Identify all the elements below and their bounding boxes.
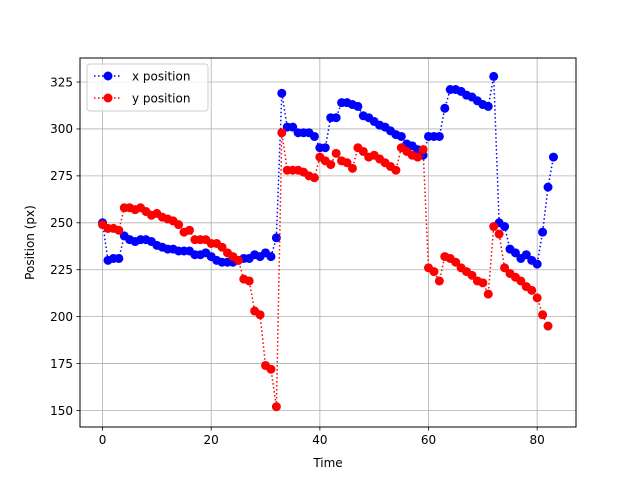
data-point-y-position [478,278,488,288]
data-point-y-position [434,276,444,286]
legend-label-x-position: x position [132,70,190,84]
data-point-x-position [277,88,287,98]
data-point-x-position [483,101,493,111]
data-point-x-position [521,250,531,260]
data-point-x-position [288,122,298,132]
data-point-y-position [309,173,319,183]
y-tick-label: 225 [50,263,73,277]
data-point-x-position [489,71,499,81]
data-point-y-position [527,285,537,295]
data-point-x-position [548,152,558,162]
y-tick-label: 250 [50,216,73,230]
data-point-y-position [483,289,493,299]
x-tick-label: 40 [312,433,327,447]
data-point-x-position [271,233,281,243]
data-point-y-position [418,145,428,155]
x-axis-label: Time [312,456,342,470]
data-point-y-position [326,160,336,170]
plot-frame [79,57,577,428]
x-tick-label: 80 [530,433,545,447]
y-tick-label: 200 [50,310,73,324]
data-point-y-position [494,229,504,239]
data-point-y-position [543,321,553,331]
data-point-y-position [489,222,499,232]
data-point-y-position [413,152,423,162]
y-tick-label: 275 [50,169,73,183]
data-point-y-position [516,276,526,286]
x-tick-label: 0 [99,433,107,447]
data-point-x-position [510,248,520,258]
data-point-x-position [440,103,450,113]
data-point-y-position [451,257,461,267]
data-point-x-position [396,131,406,141]
legend-box [86,63,209,112]
data-point-y-position [266,364,276,374]
y-tick-label: 150 [50,404,73,418]
data-point-y-position [358,146,368,156]
data-point-x-position [320,143,330,153]
x-tick-label: 60 [421,433,436,447]
data-point-y-position [277,128,287,138]
y-tick-label: 300 [50,122,73,136]
data-point-x-position [353,101,363,111]
data-point-y-position [114,225,124,235]
data-point-y-position [467,270,477,280]
data-point-x-position [500,222,510,232]
ticks: 0 20 40 60 80 150 175 200 225 250 275 300 325 [50,75,545,447]
y-axis-label: Position (px) [23,205,37,280]
y-tick-label: 175 [50,357,73,371]
data-point-y-position [233,255,243,265]
data-point-y-position [174,220,184,230]
x-tick-label: 20 [204,433,219,447]
data-point-y-position [347,163,357,173]
data-point-y-position [331,148,341,158]
data-point-y-position [500,263,510,273]
data-point-x-position [434,131,444,141]
data-point-x-position [543,182,553,192]
legend-marker-y-position [103,93,113,103]
y-tick-label: 325 [50,75,73,89]
legend-label-y-position: y position [132,92,190,106]
data-point-x-position [266,252,276,262]
data-point-y-position [244,276,254,286]
legend: x position y position [86,63,209,112]
data-point-y-position [429,267,439,277]
data-point-x-position [309,131,319,141]
data-point-y-position [217,242,227,252]
series-layer [98,71,558,412]
data-point-x-position [114,253,124,263]
data-point-y-position [184,225,194,235]
data-point-y-position [342,158,352,168]
data-point-x-position [538,227,548,237]
data-point-y-position [255,310,265,320]
data-point-y-position [538,310,548,320]
legend-marker-x-position [103,71,113,81]
data-point-y-position [532,293,542,303]
data-point-x-position [532,259,542,269]
data-point-y-position [271,402,281,412]
data-point-y-position [391,165,401,175]
data-point-x-position [331,113,341,123]
